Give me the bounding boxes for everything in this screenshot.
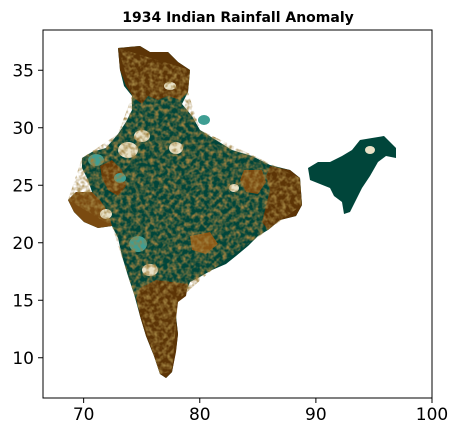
anomaly-texture xyxy=(68,48,302,374)
y-tick-label: 35 xyxy=(12,61,34,81)
x-axis: 70 80 90 100 xyxy=(73,398,448,425)
x-tick-label: 80 xyxy=(189,405,211,425)
x-tick-label: 100 xyxy=(416,405,448,425)
y-tick-label: 20 xyxy=(12,234,34,254)
x-tick-label: 70 xyxy=(73,405,95,425)
chart-title: 1934 Indian Rainfall Anomaly xyxy=(122,10,354,26)
y-tick-label: 30 xyxy=(12,119,34,139)
x-tick-label: 90 xyxy=(305,405,327,425)
y-axis: 10 15 20 25 30 35 xyxy=(12,61,43,369)
india-anomaly-map xyxy=(68,46,396,378)
y-tick-label: 25 xyxy=(12,176,34,196)
northeast-region xyxy=(308,136,396,214)
y-tick-label: 10 xyxy=(12,349,34,369)
y-tick-label: 15 xyxy=(12,291,34,311)
